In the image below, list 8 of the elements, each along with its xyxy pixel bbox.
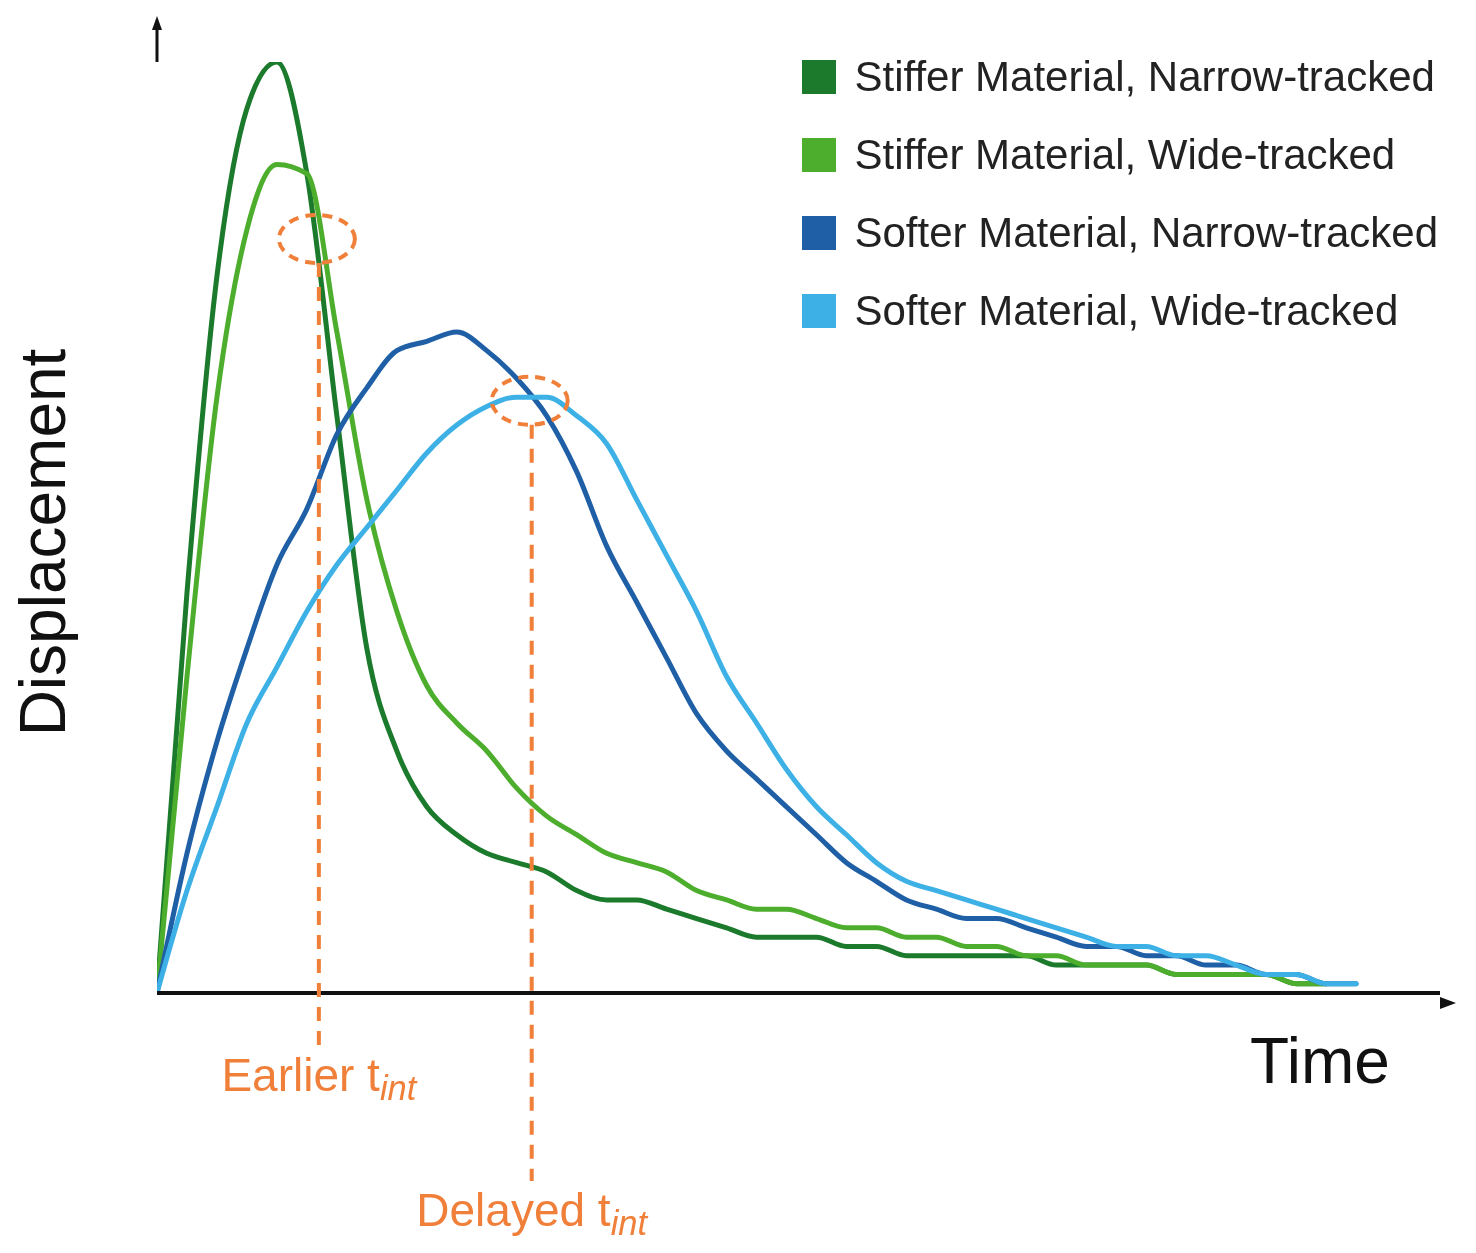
y-axis-title: Displacement [6,348,79,737]
x-axis-title: Time [1250,1025,1390,1097]
legend-label: Softer Material, Wide-tracked [854,287,1399,335]
text: Delayed t$_{int}$ [416,1184,649,1242]
legend-label: Stiffer Material, Narrow-tracked [854,53,1435,101]
text: Earlier t$_{int}$ [221,1049,418,1107]
legend-label: Softer Material, Narrow-tracked [854,209,1438,257]
legend-label: Stiffer Material, Wide-tracked [854,131,1396,179]
